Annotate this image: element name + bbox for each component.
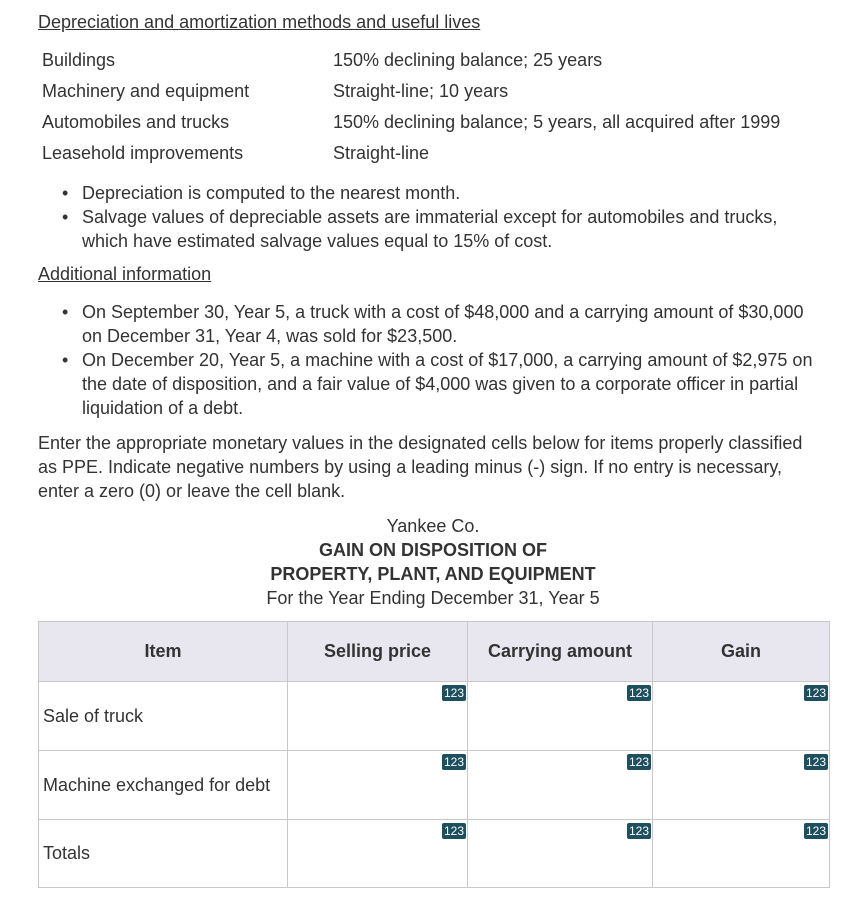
- numeric-badge: 123: [626, 754, 651, 770]
- column-header: Selling price: [287, 621, 468, 682]
- column-header: Gain: [652, 621, 830, 682]
- instructions: Enter the appropriate monetary values in…: [38, 433, 803, 501]
- input-cell[interactable]: 123: [467, 750, 653, 820]
- row-label: Totals: [38, 819, 288, 888]
- depreciation-method: Straight-line; 10 years: [333, 81, 509, 101]
- section-heading: Depreciation and amortization methods an…: [38, 12, 481, 32]
- depreciation-method: Straight-line: [333, 143, 430, 163]
- input-cell[interactable]: 123: [287, 750, 468, 820]
- asset-class: Machinery and equipment: [42, 81, 250, 101]
- additional-item: On September 30, Year 5, a truck with a …: [38, 300, 828, 348]
- depreciation-method: 150% declining balance; 5 years, all acq…: [333, 112, 781, 132]
- asset-class: Buildings: [42, 50, 116, 70]
- column-header: Carrying amount: [467, 621, 653, 682]
- note-item: Depreciation is computed to the nearest …: [38, 181, 828, 205]
- input-cell[interactable]: 123: [652, 819, 830, 888]
- asset-class: Leasehold improvements: [42, 143, 244, 163]
- report-title: PROPERTY, PLANT, AND EQUIPMENT: [270, 564, 596, 584]
- additional-list: On September 30, Year 5, a truck with a …: [38, 300, 828, 420]
- input-cell[interactable]: 123: [287, 819, 468, 888]
- report-period: For the Year Ending December 31, Year 5: [266, 588, 600, 608]
- input-cell[interactable]: 123: [287, 681, 468, 751]
- table-row: Sale of truck 123 123 123: [38, 681, 830, 751]
- numeric-badge: 123: [441, 754, 466, 770]
- table-body: Sale of truck 123 123 123 Machine exchanged …: [38, 681, 830, 888]
- ppe-table: Item Selling price Carrying amount Gain Sal…: [38, 621, 830, 888]
- table-row: Totals 123 123 123: [38, 819, 830, 888]
- notes-list: Depreciation is computed to the nearest …: [38, 181, 828, 253]
- depreciation-method: 150% declining balance; 25 years: [333, 50, 603, 70]
- row-label: Machine exchanged for debt: [38, 750, 288, 820]
- input-cell[interactable]: 123: [467, 681, 653, 751]
- note-item: Salvage values of depreciable assets are…: [38, 205, 828, 253]
- report-title: GAIN ON DISPOSITION OF: [318, 540, 547, 560]
- numeric-badge: 123: [626, 685, 651, 701]
- numeric-badge: 123: [803, 754, 828, 770]
- input-cell[interactable]: 123: [652, 681, 830, 751]
- additional-item: On December 20, Year 5, a machine with a…: [38, 348, 828, 420]
- numeric-badge: 123: [441, 823, 466, 839]
- company-name: Yankee Co.: [386, 516, 480, 536]
- numeric-badge: 123: [626, 823, 651, 839]
- section-heading: Additional information: [38, 264, 212, 284]
- column-header: Item: [38, 621, 288, 682]
- numeric-badge: 123: [803, 823, 828, 839]
- input-cell[interactable]: 123: [652, 750, 830, 820]
- numeric-badge: 123: [441, 685, 466, 701]
- table-row: Machine exchanged for debt 123 123 123: [38, 750, 830, 820]
- asset-class: Automobiles and trucks: [42, 112, 230, 132]
- input-cell[interactable]: 123: [467, 819, 653, 888]
- numeric-badge: 123: [803, 685, 828, 701]
- row-label: Sale of truck: [38, 681, 288, 751]
- header-row: Item Selling price Carrying amount Gain: [38, 621, 830, 682]
